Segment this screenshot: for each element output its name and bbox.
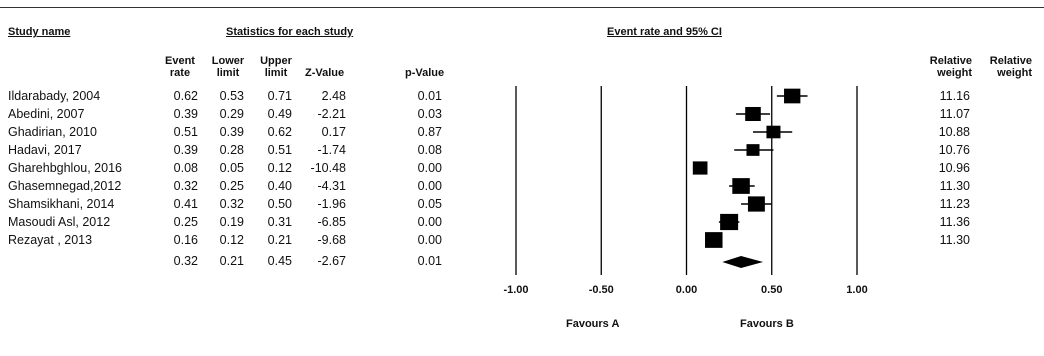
x-tick-label: 1.00 <box>846 284 867 296</box>
x-tick-label: 0.00 <box>676 284 697 296</box>
study-marker <box>732 178 750 194</box>
study-marker <box>693 161 708 174</box>
summary-diamond <box>722 256 763 268</box>
study-marker <box>720 214 738 230</box>
study-marker <box>766 126 780 139</box>
study-marker <box>745 107 761 121</box>
favours-a-label: Favours A <box>566 318 619 330</box>
x-tick-label: -0.50 <box>589 284 614 296</box>
x-tick-label: -1.00 <box>503 284 528 296</box>
study-marker <box>748 196 765 211</box>
favours-b-label: Favours B <box>740 318 794 330</box>
study-marker <box>746 144 759 156</box>
x-tick-label: 0.50 <box>761 284 782 296</box>
study-marker <box>784 89 800 104</box>
study-marker <box>705 232 723 248</box>
